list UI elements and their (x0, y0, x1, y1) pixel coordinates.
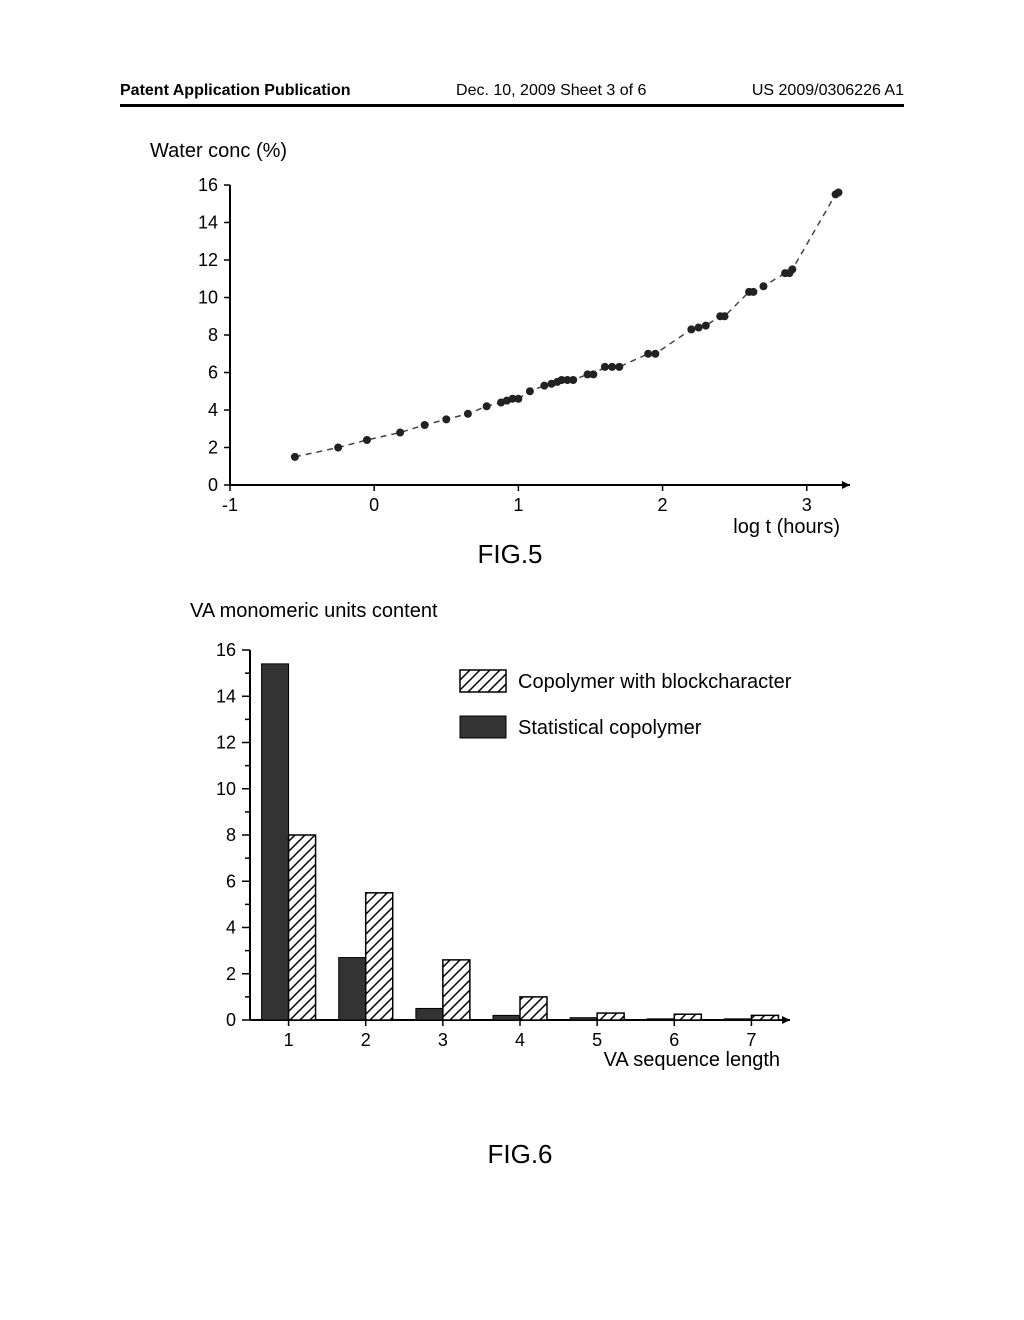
svg-text:8: 8 (226, 825, 236, 845)
svg-text:0: 0 (208, 475, 218, 495)
svg-text:16: 16 (216, 640, 236, 660)
page-header: Patent Application Publication Dec. 10, … (0, 82, 1024, 100)
svg-text:6: 6 (669, 1030, 679, 1050)
fig5-scatter-plot: 0246810121416-10123log t (hours) (220, 175, 860, 495)
svg-text:7: 7 (746, 1030, 756, 1050)
header-left: Patent Application Publication (120, 82, 351, 100)
svg-text:10: 10 (198, 288, 218, 308)
figure-5: Water conc (%) 0246810121416-10123log t … (130, 140, 890, 560)
fig5-caption: FIG.5 (477, 539, 542, 570)
svg-text:2: 2 (361, 1030, 371, 1050)
svg-text:log t (hours): log t (hours) (733, 516, 840, 538)
svg-text:12: 12 (198, 250, 218, 270)
figure-6: VA monomeric units content 0246810121416… (170, 600, 870, 1160)
fig5-ylabel: Water conc (%) (150, 140, 287, 163)
svg-text:4: 4 (208, 400, 218, 420)
svg-text:5: 5 (592, 1030, 602, 1050)
svg-text:2: 2 (658, 495, 668, 515)
svg-text:4: 4 (515, 1030, 525, 1050)
svg-text:16: 16 (198, 175, 218, 195)
svg-text:VA sequence length: VA sequence length (604, 1049, 780, 1071)
svg-text:12: 12 (216, 733, 236, 753)
svg-text:Statistical copolymer: Statistical copolymer (518, 717, 702, 739)
svg-text:2: 2 (208, 438, 218, 458)
svg-text:14: 14 (198, 213, 218, 233)
svg-text:8: 8 (208, 325, 218, 345)
svg-text:Copolymer with blockcharacter: Copolymer with blockcharacter (518, 671, 792, 693)
svg-text:0: 0 (369, 495, 379, 515)
svg-text:4: 4 (226, 918, 236, 938)
svg-text:6: 6 (226, 871, 236, 891)
svg-text:10: 10 (216, 779, 236, 799)
fig6-caption: FIG.6 (487, 1139, 552, 1170)
fig6-title: VA monomeric units content (190, 600, 438, 623)
svg-text:6: 6 (208, 363, 218, 383)
svg-text:2: 2 (226, 964, 236, 984)
svg-text:-1: -1 (222, 495, 238, 515)
svg-text:14: 14 (216, 686, 236, 706)
svg-text:1: 1 (513, 495, 523, 515)
header-rule (120, 104, 904, 107)
svg-text:0: 0 (226, 1010, 236, 1030)
header-right: US 2009/0306226 A1 (752, 82, 904, 100)
svg-text:3: 3 (802, 495, 812, 515)
svg-text:3: 3 (438, 1030, 448, 1050)
fig6-bar-plot: 02468101214161234567VA sequence lengthCo… (240, 640, 800, 1070)
svg-text:1: 1 (284, 1030, 294, 1050)
header-center: Dec. 10, 2009 Sheet 3 of 6 (456, 82, 646, 100)
